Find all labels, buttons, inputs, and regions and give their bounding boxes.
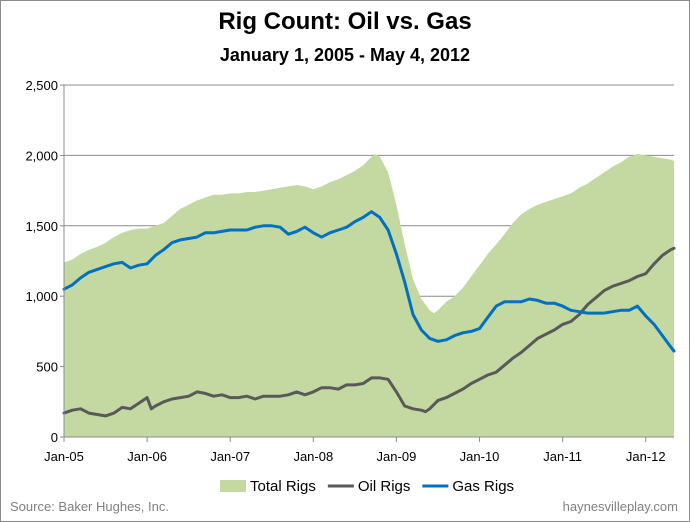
series-line-oil-rigs	[62, 246, 676, 418]
legend-label: Total Rigs	[250, 478, 316, 495]
y-tick-label: 1,500	[25, 219, 58, 234]
x-tick-label: Jan-09	[377, 449, 417, 464]
x-tick-label: Jan-07	[210, 449, 250, 464]
y-tick-label: 2,000	[25, 148, 58, 163]
chart-title: Rig Count: Oil vs. Gas	[218, 8, 472, 35]
x-tick-label: Jan-11	[543, 449, 582, 464]
source-note: Source: Baker Hughes, Inc.	[10, 499, 169, 514]
legend-layer: Total Rigs Oil Rigs Gas Rigs	[220, 478, 514, 495]
x-tick-label: Jan-05	[44, 449, 84, 464]
y-tick-label: 1,000	[25, 289, 58, 304]
axis-layer: 0 500 1,000 1,500 2,000 2,500 Jan-05 Jan-06 Jan-…	[25, 78, 674, 464]
x-tick-label: Jan-06	[127, 449, 167, 464]
y-tick-label: 0	[51, 430, 58, 445]
x-tick-label: Jan-10	[460, 449, 500, 464]
x-tick-label: Jan-08	[293, 449, 333, 464]
site-credit: haynesvilleplay.com	[562, 499, 678, 514]
line-layer	[62, 210, 676, 418]
area-layer	[64, 154, 674, 437]
y-tick-label: 500	[36, 360, 58, 375]
y-tick-label: 2,500	[25, 78, 58, 93]
legend-label: Gas Rigs	[452, 478, 514, 495]
series-area-total-rigs	[64, 154, 674, 437]
x-tick-label: Jan-12	[626, 449, 666, 464]
chart-subtitle: January 1, 2005 - May 4, 2012	[219, 45, 471, 65]
series-line-gas-rigs	[62, 210, 676, 353]
legend-label: Oil Rigs	[358, 478, 411, 495]
legend-swatch-total-rigs	[220, 480, 246, 492]
